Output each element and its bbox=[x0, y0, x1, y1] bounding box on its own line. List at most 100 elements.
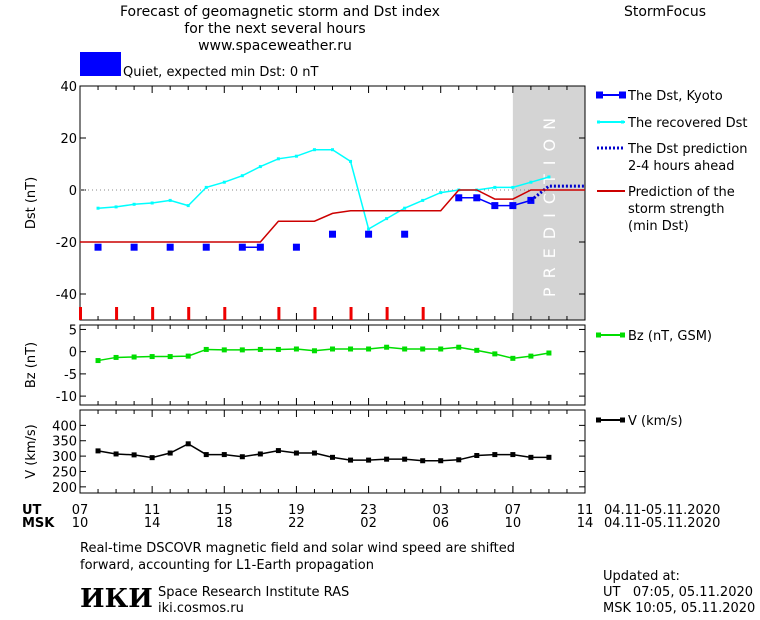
chart-title-line1: Forecast of geomagnetic storm and Dst in… bbox=[120, 4, 440, 20]
series-point bbox=[221, 347, 227, 353]
series-point bbox=[528, 353, 534, 359]
series-point bbox=[511, 185, 515, 189]
series-point bbox=[456, 457, 462, 463]
status-text: Quiet, expected min Dst: 0 nT bbox=[123, 65, 319, 80]
storm-marker bbox=[349, 307, 353, 320]
dst-kyoto-point bbox=[238, 243, 246, 251]
dst-kyoto-point bbox=[94, 243, 102, 251]
legend-marker bbox=[596, 332, 601, 338]
series-point bbox=[456, 344, 462, 350]
series-point bbox=[311, 348, 317, 354]
legend-label: Bz (nT, GSM) bbox=[628, 329, 712, 344]
series-point bbox=[257, 346, 263, 352]
dst-kyoto-point bbox=[292, 243, 300, 251]
series-point bbox=[168, 198, 172, 202]
series-point bbox=[547, 175, 551, 179]
storm-marker bbox=[277, 307, 281, 320]
series-point bbox=[492, 452, 498, 458]
series-point bbox=[493, 185, 497, 189]
y-tick-label-dst: 20 bbox=[60, 132, 77, 147]
legend-marker bbox=[621, 120, 624, 124]
dst-kyoto-point bbox=[329, 230, 336, 238]
msk-tick-label: 02 bbox=[360, 516, 377, 531]
y-tick-label-dst: -20 bbox=[56, 236, 77, 251]
series-point bbox=[185, 441, 191, 447]
notes-line2: forward, accounting for L1-Earth propaga… bbox=[80, 558, 374, 573]
series-point bbox=[438, 346, 444, 352]
series-point bbox=[330, 454, 335, 460]
legend-marker bbox=[597, 120, 600, 124]
series-point bbox=[204, 185, 208, 189]
legend-label: Prediction of the bbox=[628, 185, 735, 200]
y-tick-label-dst: 0 bbox=[69, 184, 77, 199]
series-point bbox=[114, 205, 118, 209]
chart-title-line2: for the next several hours bbox=[184, 21, 366, 37]
y-axis-label-bz: Bz (nT) bbox=[24, 342, 39, 388]
series-point bbox=[366, 457, 372, 463]
y-tick-label-dst: -40 bbox=[56, 288, 77, 303]
legend-label: (min Dst) bbox=[628, 219, 689, 234]
storm-marker bbox=[115, 307, 119, 320]
ut-tick-label: 07 bbox=[72, 503, 89, 518]
y-axis-label-v: V (km/s) bbox=[24, 424, 39, 479]
series-point bbox=[420, 346, 426, 352]
y-tick-label-bz: 0 bbox=[69, 346, 77, 361]
storm-marker bbox=[79, 307, 82, 320]
institute-name: Space Research Institute RAS bbox=[158, 585, 350, 600]
ut-tick-label: 19 bbox=[288, 503, 305, 518]
series-point bbox=[330, 346, 335, 352]
dst-kyoto-point bbox=[401, 230, 409, 238]
institute-logo: ИКИ bbox=[80, 584, 153, 614]
dst-kyoto-point bbox=[130, 243, 138, 251]
series-point bbox=[439, 191, 443, 195]
legend-label: 2-4 hours ahead bbox=[628, 159, 734, 174]
series-point bbox=[167, 354, 173, 360]
series-point bbox=[528, 454, 534, 460]
ut-tick-label: 11 bbox=[144, 503, 161, 518]
series-point bbox=[348, 346, 354, 352]
series-point bbox=[167, 450, 173, 456]
series-point bbox=[150, 201, 154, 205]
series-point bbox=[384, 456, 390, 462]
series-point bbox=[474, 347, 480, 353]
series-point bbox=[294, 154, 298, 158]
series-point bbox=[131, 452, 137, 458]
ut-tick-label: 15 bbox=[216, 503, 233, 518]
series-point bbox=[438, 458, 444, 464]
series-point bbox=[510, 452, 516, 458]
series-point bbox=[95, 448, 101, 454]
storm-marker bbox=[151, 307, 155, 320]
msk-tick-label: 10 bbox=[72, 516, 89, 531]
dst-kyoto-point bbox=[166, 243, 174, 251]
dst-kyoto-point bbox=[365, 230, 373, 238]
y-tick-label-bz: -5 bbox=[64, 368, 77, 383]
series-point bbox=[203, 346, 209, 352]
updated-label: Updated at: bbox=[603, 569, 680, 584]
series-point bbox=[275, 346, 281, 352]
series-point bbox=[203, 452, 209, 458]
prediction-region bbox=[512, 86, 585, 320]
series-point bbox=[185, 353, 191, 359]
ut-tick-label: 23 bbox=[360, 503, 377, 518]
status-color-box bbox=[80, 52, 121, 76]
series-point bbox=[221, 452, 227, 458]
notes-line1: Real-time DSCOVR magnetic field and sola… bbox=[80, 541, 516, 556]
series-point bbox=[402, 346, 408, 352]
legend-marker bbox=[620, 332, 625, 338]
institute-site[interactable]: iki.cosmos.ru bbox=[158, 601, 244, 616]
panel-frame-v bbox=[79, 409, 586, 494]
panel-frame-bz bbox=[79, 324, 586, 406]
legend-label: The Dst, Kyoto bbox=[627, 89, 723, 104]
series-point bbox=[95, 358, 101, 364]
dst-kyoto-point bbox=[473, 194, 481, 202]
msk-date-range: 04.11-05.11.2020 bbox=[604, 516, 720, 531]
series-point bbox=[293, 450, 299, 456]
legend-marker bbox=[596, 417, 601, 423]
legend-marker bbox=[620, 417, 625, 423]
series-point bbox=[331, 148, 334, 152]
storm-marker bbox=[223, 307, 227, 320]
series-point bbox=[546, 350, 552, 356]
series-line-Prediction of the storm strength (min Dst) bbox=[80, 189, 585, 243]
series-point bbox=[420, 458, 426, 464]
